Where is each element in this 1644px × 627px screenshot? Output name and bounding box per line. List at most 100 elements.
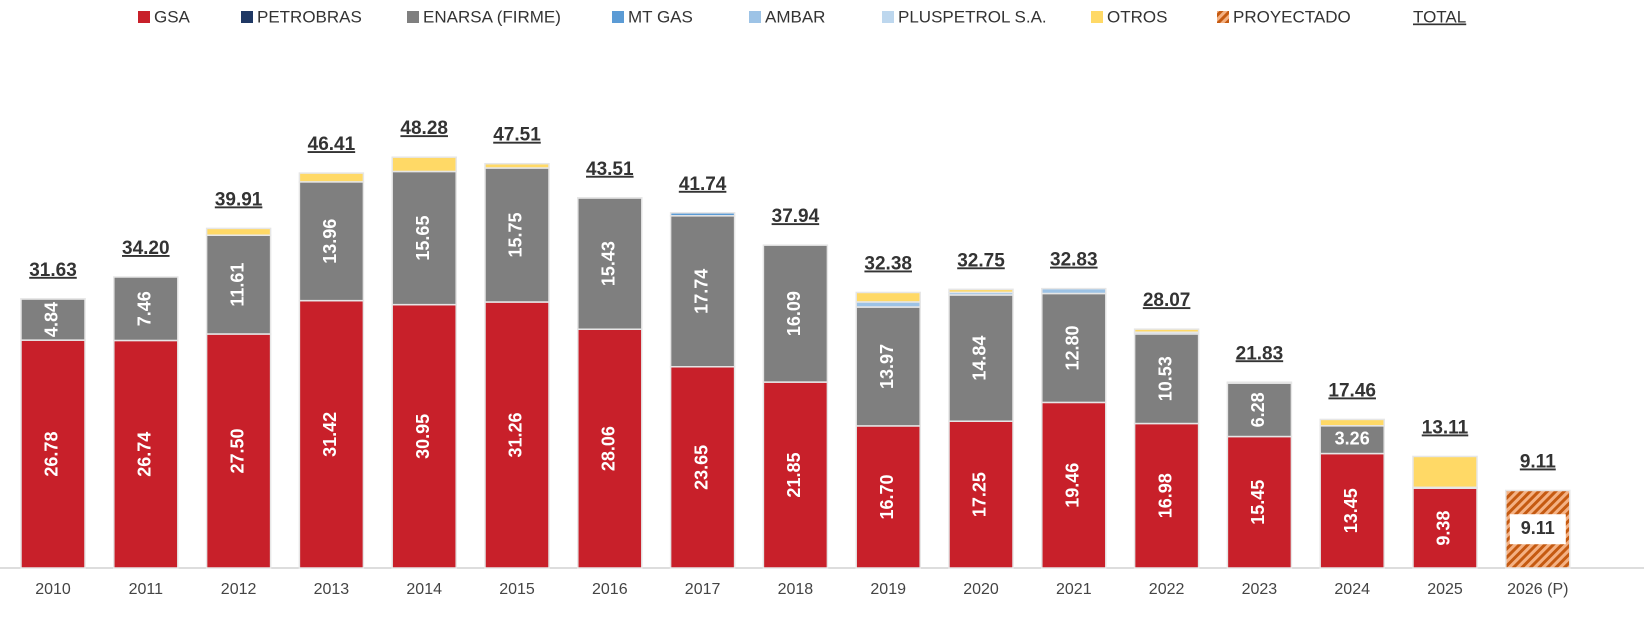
total-label: 17.46 xyxy=(1328,380,1376,401)
segment-label: 14.84 xyxy=(970,336,990,381)
legend-label: ENARSA (FIRME) xyxy=(423,7,561,26)
bar-segment xyxy=(577,328,643,569)
bar-segment xyxy=(669,212,736,217)
bar-segment xyxy=(1412,455,1478,489)
total-label: 9.11 xyxy=(1520,451,1556,472)
legend-label: PETROBRAS xyxy=(257,7,362,26)
segment-label: 28.06 xyxy=(599,426,619,471)
bar-segment xyxy=(855,425,921,569)
segment-label: 27.50 xyxy=(227,428,247,473)
bar-segment xyxy=(391,303,457,569)
legend-label: TOTAL xyxy=(1413,7,1466,26)
legend-label: AMBAR xyxy=(765,7,825,26)
segment-label: 6.28 xyxy=(1248,392,1268,427)
segment-label: 9.11 xyxy=(1521,518,1555,538)
segment-label: 12.80 xyxy=(1063,325,1083,370)
x-tick-label: 2011 xyxy=(129,581,164,598)
bar-segment xyxy=(484,162,550,169)
legend-swatch xyxy=(138,11,150,23)
x-tick-label: 2014 xyxy=(406,581,442,598)
segment-label: 19.46 xyxy=(1063,463,1083,508)
legend-label: MT GAS xyxy=(628,7,693,26)
segment-label: 13.96 xyxy=(320,219,340,264)
bar-segment xyxy=(1133,328,1200,333)
legend-label: PROYECTADO xyxy=(1233,7,1351,26)
x-tick-label: 2026 (P) xyxy=(1507,581,1568,598)
bar-segment xyxy=(1133,422,1200,569)
legend-label: GSA xyxy=(154,7,191,26)
bar-segment xyxy=(1133,333,1200,425)
segment-label: 30.95 xyxy=(413,414,433,459)
x-tick-label: 2021 xyxy=(1056,581,1092,598)
bar-segment xyxy=(205,234,272,335)
segment-label: 23.65 xyxy=(691,445,711,490)
bar-segment xyxy=(948,288,1014,294)
bar-segment xyxy=(855,301,921,308)
segment-label: 17.74 xyxy=(691,269,711,314)
segment-label: 10.53 xyxy=(1155,356,1175,401)
total-label: 48.28 xyxy=(400,118,448,139)
bar-segment xyxy=(1319,452,1385,569)
total-label: 34.20 xyxy=(122,238,170,259)
segment-label: 31.26 xyxy=(506,412,526,457)
bar-segment xyxy=(1041,287,1107,295)
segment-label: 15.65 xyxy=(413,216,433,261)
segment-label: 21.85 xyxy=(784,453,804,498)
total-label: 32.83 xyxy=(1050,250,1098,271)
bar-segment xyxy=(1226,435,1293,569)
bar-segment xyxy=(391,156,457,173)
legend-swatch xyxy=(749,11,761,23)
bar-segment xyxy=(205,227,272,236)
bar-segment xyxy=(762,381,829,569)
x-tick-label: 2019 xyxy=(870,581,906,598)
label-bg xyxy=(1509,514,1566,545)
bar-segment xyxy=(855,306,921,427)
bar-segment xyxy=(484,167,550,303)
total-label: 28.07 xyxy=(1143,290,1191,311)
segment-label: 15.43 xyxy=(599,241,619,286)
total-label: 46.41 xyxy=(308,134,356,155)
bar-segment xyxy=(762,244,829,383)
segment-label: 7.46 xyxy=(135,291,155,326)
x-tick-label: 2022 xyxy=(1149,581,1185,598)
x-tick-label: 2023 xyxy=(1242,581,1278,598)
bar-segment xyxy=(20,298,86,341)
legend-swatch xyxy=(1091,11,1103,23)
bar-segment xyxy=(1319,418,1385,427)
total-label: 32.75 xyxy=(957,250,1005,271)
legend-label: PLUSPETROL S.A. xyxy=(898,7,1047,26)
x-tick-label: 2020 xyxy=(963,581,999,598)
bar-segment xyxy=(1226,382,1293,438)
total-label: 39.91 xyxy=(215,189,263,210)
legend-swatch xyxy=(612,11,624,23)
bar-segment xyxy=(577,197,643,330)
legend-swatch xyxy=(241,11,253,23)
bar-segment xyxy=(1226,381,1293,384)
segment-label: 4.84 xyxy=(42,302,62,337)
segment-label: 9.38 xyxy=(1434,511,1454,546)
segment-label: 17.25 xyxy=(970,472,990,517)
legend-swatch xyxy=(407,11,419,23)
segment-label: 26.74 xyxy=(135,432,155,477)
bar-segment xyxy=(205,333,272,569)
segment-label: 15.45 xyxy=(1248,480,1268,525)
bar-segment xyxy=(1041,401,1107,569)
segment-label: 11.61 xyxy=(227,263,247,307)
bar-segment xyxy=(20,339,86,569)
segment-label: 13.97 xyxy=(877,344,897,389)
x-tick-label: 2012 xyxy=(221,581,257,598)
total-label: 47.51 xyxy=(493,125,541,146)
segment-label: 3.26 xyxy=(1335,428,1370,448)
x-tick-label: 2017 xyxy=(685,581,721,598)
x-tick-label: 2018 xyxy=(778,581,814,598)
total-label: 32.38 xyxy=(864,253,912,274)
bar-segment xyxy=(669,215,736,368)
x-tick-label: 2015 xyxy=(499,581,535,598)
segment-label: 16.98 xyxy=(1155,473,1175,518)
total-label: 31.63 xyxy=(29,260,77,281)
segment-label: 16.70 xyxy=(877,474,897,519)
bar-segment xyxy=(484,301,550,569)
bar-segment xyxy=(1412,487,1478,569)
bar-segment xyxy=(948,294,1014,422)
